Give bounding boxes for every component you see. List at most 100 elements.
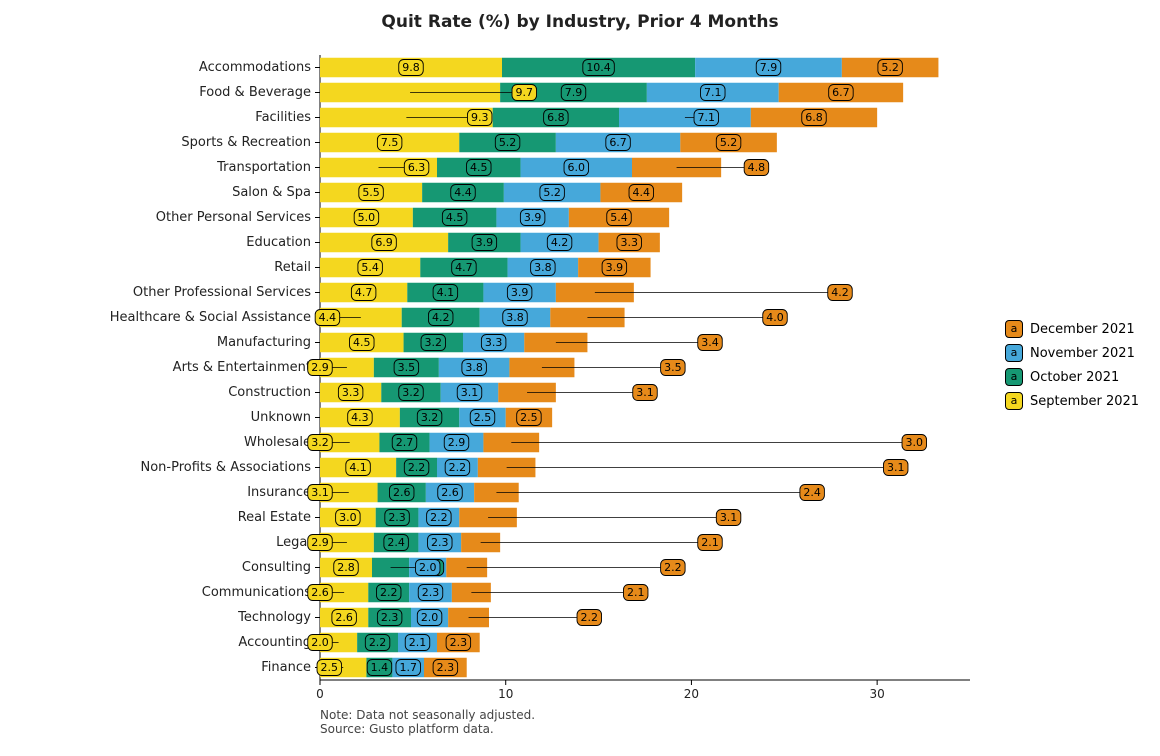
value-label: 4.7 xyxy=(355,286,373,299)
value-label: 2.2 xyxy=(430,511,448,524)
value-label: 2.2 xyxy=(449,461,467,474)
value-label: 2.3 xyxy=(381,611,399,624)
value-label: 4.2 xyxy=(551,236,569,249)
value-label: 2.4 xyxy=(387,536,405,549)
value-label: 2.5 xyxy=(474,411,492,424)
y-tick-label: Insurance xyxy=(247,485,311,500)
value-label: 4.2 xyxy=(831,286,849,299)
y-tick-label: Construction xyxy=(228,385,311,400)
y-tick-label: Unknown xyxy=(251,410,311,425)
value-label: 6.9 xyxy=(375,236,393,249)
y-tick-label: Arts & Entertainment xyxy=(173,360,311,375)
value-label: 2.9 xyxy=(311,536,329,549)
value-label: 3.3 xyxy=(485,336,503,349)
value-label: 7.5 xyxy=(381,136,399,149)
value-label: 2.6 xyxy=(441,486,459,499)
value-label: 4.4 xyxy=(454,186,472,199)
y-tick-label: Salon & Spa xyxy=(232,185,311,200)
value-label: 3.4 xyxy=(701,336,719,349)
value-label: 2.0 xyxy=(311,636,329,649)
legend-item: a October 2021 xyxy=(1005,368,1139,386)
value-label: 4.5 xyxy=(353,336,371,349)
chart-caption: Note: Data not seasonally adjusted. Sour… xyxy=(320,708,535,736)
value-label: 4.3 xyxy=(351,411,369,424)
value-label: 3.5 xyxy=(398,361,416,374)
value-label: 9.3 xyxy=(471,111,489,124)
value-label: 6.8 xyxy=(547,111,565,124)
value-label: 2.2 xyxy=(581,611,599,624)
value-label: 4.0 xyxy=(766,311,784,324)
value-label: 2.1 xyxy=(701,536,719,549)
value-label: 3.1 xyxy=(720,511,738,524)
legend-swatch: a xyxy=(1005,344,1023,362)
chart-plot-svg: 0102030AccommodationsFood & BeverageFaci… xyxy=(0,0,1160,752)
legend-swatch: a xyxy=(1005,368,1023,386)
value-label: 9.7 xyxy=(516,86,534,99)
value-label: 5.0 xyxy=(358,211,376,224)
value-label: 3.5 xyxy=(664,361,682,374)
value-label: 2.3 xyxy=(450,636,468,649)
legend: aDecember 2021aNovember 2021aOctober 202… xyxy=(1005,320,1139,416)
value-label: 4.5 xyxy=(446,211,464,224)
legend-item: a November 2021 xyxy=(1005,344,1139,362)
value-label: 3.9 xyxy=(524,211,542,224)
svg-text:20: 20 xyxy=(684,687,699,701)
value-label: 4.1 xyxy=(437,286,455,299)
y-tick-label: Education xyxy=(246,235,311,250)
legend-item: aDecember 2021 xyxy=(1005,320,1139,338)
y-tick-label: Facilities xyxy=(255,110,311,125)
y-tick-label: Sports & Recreation xyxy=(181,135,311,150)
value-label: 3.9 xyxy=(606,261,624,274)
value-label: 2.1 xyxy=(409,636,427,649)
value-label: 2.7 xyxy=(396,436,414,449)
value-label: 2.6 xyxy=(335,611,353,624)
value-label: 3.0 xyxy=(906,436,924,449)
value-label: 2.6 xyxy=(393,486,411,499)
svg-text:0: 0 xyxy=(316,687,324,701)
value-label: 2.4 xyxy=(803,486,821,499)
legend-label: September 2021 xyxy=(1030,394,1139,409)
value-label: 4.4 xyxy=(319,311,337,324)
value-label: 5.2 xyxy=(499,136,517,149)
y-tick-label: Food & Beverage xyxy=(199,85,311,100)
value-label: 1.7 xyxy=(399,661,417,674)
legend-item: a September 2021 xyxy=(1005,392,1139,410)
value-label: 4.7 xyxy=(455,261,473,274)
value-label: 2.0 xyxy=(421,611,439,624)
y-tick-label: Legal xyxy=(276,535,311,550)
value-label: 3.3 xyxy=(620,236,638,249)
y-tick-label: Other Personal Services xyxy=(156,210,311,225)
value-label: 6.7 xyxy=(609,136,627,149)
value-label: 3.9 xyxy=(476,236,494,249)
y-tick-label: Non-Profits & Associations xyxy=(141,460,312,475)
value-label: 2.5 xyxy=(321,661,339,674)
legend-label: November 2021 xyxy=(1030,346,1135,361)
value-label: 3.2 xyxy=(425,336,443,349)
value-label: 3.1 xyxy=(461,386,479,399)
value-label: 3.1 xyxy=(887,461,905,474)
y-tick-label: Consulting xyxy=(242,560,311,575)
legend-label: October 2021 xyxy=(1030,370,1119,385)
legend-label: December 2021 xyxy=(1030,322,1135,337)
y-tick-label: Real Estate xyxy=(238,510,311,525)
svg-text:30: 30 xyxy=(870,687,885,701)
value-label: 5.4 xyxy=(610,211,628,224)
value-label: 2.6 xyxy=(311,586,329,599)
value-label: 3.1 xyxy=(311,486,329,499)
value-label: 6.3 xyxy=(408,161,426,174)
y-tick-label: Retail xyxy=(274,260,311,275)
value-label: 2.5 xyxy=(520,411,538,424)
value-label: 2.2 xyxy=(664,561,682,574)
value-label: 3.8 xyxy=(465,361,483,374)
value-label: 5.5 xyxy=(362,186,380,199)
legend-swatch: a xyxy=(1005,392,1023,410)
value-label: 5.2 xyxy=(720,136,738,149)
value-label: 2.3 xyxy=(431,536,449,549)
y-tick-label: Finance xyxy=(261,660,311,675)
value-label: 3.8 xyxy=(506,311,524,324)
chart-title: Quit Rate (%) by Industry, Prior 4 Month… xyxy=(0,12,1160,32)
value-label: 3.8 xyxy=(534,261,552,274)
value-label: 4.5 xyxy=(470,161,488,174)
value-label: 3.3 xyxy=(342,386,360,399)
value-label: 2.3 xyxy=(388,511,406,524)
